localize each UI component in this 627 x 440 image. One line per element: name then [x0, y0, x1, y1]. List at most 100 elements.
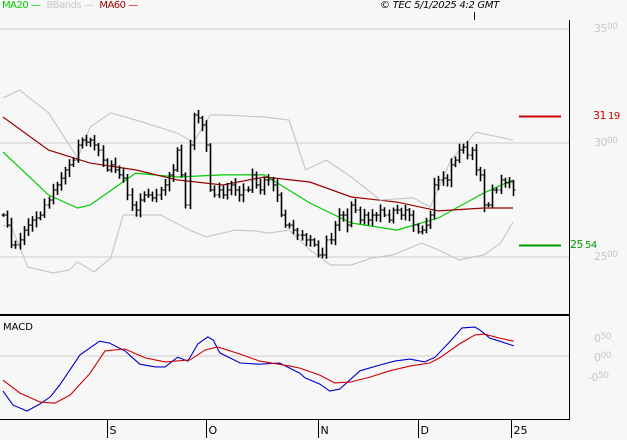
tick-label-main: 30 — [594, 136, 608, 149]
ohlc-bar — [258, 178, 263, 195]
ohlc-bar — [407, 207, 412, 222]
ohlc-bar — [1, 213, 6, 217]
ohlc-bar — [353, 198, 358, 213]
ohlc-bar — [88, 137, 93, 147]
ohlc-bar — [9, 217, 14, 249]
legend-label: MA60 — [99, 0, 126, 11]
ohlc-bar — [30, 216, 35, 232]
ohlc-bar — [494, 187, 499, 194]
tick-label-decimals: 50 — [600, 331, 612, 342]
ohlc-bar — [374, 212, 379, 222]
ohlc-bar — [113, 157, 118, 174]
x-axis-label: O — [208, 424, 218, 437]
ohlc-bar — [175, 147, 180, 172]
ohlc-bar — [18, 232, 23, 250]
legend-ma60: MA60 — — [99, 0, 138, 12]
ohlc-bar — [416, 223, 421, 234]
ohlc-bar — [436, 175, 441, 191]
ohlc-bar — [399, 207, 404, 220]
level-label-decimals: 54 — [585, 239, 597, 251]
ohlc-bar — [192, 112, 197, 150]
legend-swatch: — — [125, 0, 138, 11]
x-axis-label: N — [320, 424, 329, 437]
level-label: 25 54 — [570, 237, 597, 252]
ohlc-bar — [457, 143, 462, 164]
level-label-decimals: 19 — [608, 110, 620, 122]
ohlc-bar — [101, 145, 106, 167]
ohlc-bar — [38, 211, 43, 221]
ohlc-bar — [117, 165, 122, 179]
ohlc-bar — [188, 139, 193, 210]
ohlc-bar — [470, 146, 475, 161]
ohlc-bar — [196, 109, 201, 124]
ohlc-bar — [5, 210, 10, 228]
ohlc-bar — [320, 247, 325, 259]
overlay-ma60 — [2, 116, 513, 212]
ohlc-bar — [465, 140, 470, 160]
ohlc-bar — [254, 171, 259, 189]
ohlc-bar — [474, 144, 479, 176]
tick-label-decimals: 50 — [597, 370, 609, 381]
ohlc-bar — [163, 179, 168, 196]
ohlc-bar — [511, 179, 516, 197]
ohlc-bar — [291, 219, 296, 235]
ohlc-bar — [370, 209, 375, 226]
ohlc-bar — [349, 201, 354, 228]
ohlc-bar — [241, 183, 246, 203]
ohlc-bar — [461, 143, 466, 154]
ohlc-bar — [499, 174, 504, 195]
macd-title: MACD — [3, 322, 33, 333]
ohlc-bar — [395, 204, 400, 215]
tick-label-main: 35 — [594, 22, 608, 35]
macd-axis-label: 050 — [594, 331, 612, 345]
x-axis-label: D — [420, 424, 429, 437]
ohlc-bar — [229, 180, 234, 196]
level-label-main: 31 — [593, 108, 607, 122]
ohlc-bar — [316, 240, 321, 258]
macd-line-signal — [2, 333, 514, 404]
price-axis-label: 2500 — [594, 251, 618, 263]
macd-line-macd — [2, 326, 514, 412]
ohlc-bar — [445, 174, 450, 187]
ohlc-bar — [432, 177, 437, 220]
ohlc-bar — [125, 174, 130, 201]
ohlc-bar — [134, 201, 139, 217]
ohlc-bar — [154, 188, 159, 203]
ohlc-bar — [382, 207, 387, 218]
ohlc-bar — [453, 156, 458, 168]
ohlc-bar — [507, 176, 512, 189]
ohlc-bar — [266, 174, 271, 186]
ohlc-bar — [105, 158, 110, 172]
overlay-ma20 — [2, 151, 514, 231]
ohlc-bar — [308, 235, 313, 247]
tick-label-main: -0 — [588, 370, 598, 384]
tick-label-decimals: 00 — [607, 22, 618, 32]
ohlc-bar — [324, 235, 329, 259]
ohlc-bar — [22, 225, 27, 246]
ohlc-bar — [233, 178, 238, 196]
price-axis-label: 3000 — [594, 136, 618, 149]
ohlc-bar — [246, 186, 251, 193]
tick-label-main: 0 — [594, 351, 601, 364]
macd-axis-label: -050 — [588, 370, 609, 384]
legend-label: BBands — [46, 0, 82, 11]
ohlc-bar — [121, 167, 126, 183]
ohlc-bar — [341, 211, 346, 222]
legend-swatch: — — [28, 0, 41, 11]
ohlc-bar — [212, 185, 217, 198]
ohlc-bar — [358, 206, 363, 224]
ohlc-bar — [333, 220, 338, 246]
ohlc-bar — [250, 168, 255, 193]
level-label: 31 19 — [593, 108, 620, 123]
ohlc-bar — [96, 143, 101, 157]
ohlc-bar — [337, 208, 342, 232]
ohlc-bar — [183, 172, 188, 209]
ohlc-bar — [295, 227, 300, 240]
ohlc-bar — [503, 177, 508, 188]
ohlc-bar — [55, 181, 60, 195]
level-label-main: 25 — [570, 237, 584, 251]
ohlc-bar — [378, 204, 383, 223]
ohlc-bar — [171, 164, 176, 182]
ohlc-bar — [225, 182, 230, 200]
